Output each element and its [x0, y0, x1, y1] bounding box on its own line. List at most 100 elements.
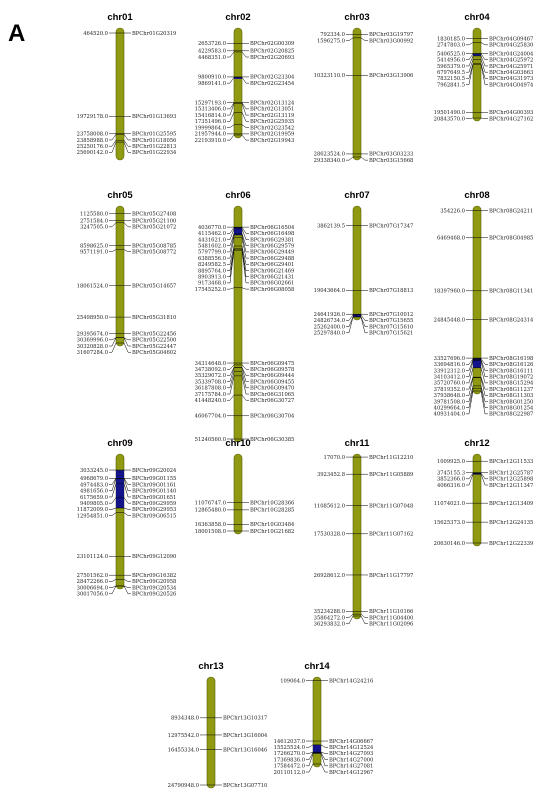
gene-marker: 4968679.0 BPChr09G01155 — [80, 476, 176, 482]
gene-marker: 35720760.0 BPChr08G15294 — [434, 367, 534, 387]
gene-position-label: 25262400.0 — [314, 324, 345, 330]
gene-id-label: BPChr12G25898 — [489, 477, 533, 483]
gene-position-label: 464520.0 — [83, 31, 108, 37]
gene-marker: 30006694.0 BPChr09G20534 — [77, 585, 177, 591]
gene-cluster — [234, 76, 242, 79]
gene-id-label: BPChr05G04602 — [132, 350, 176, 356]
chromosome-bar — [312, 676, 322, 768]
gene-marker: 30320828.0 BPChr05G22447 — [77, 337, 176, 350]
gene-marker: 25297840.0 BPChr07G15621 — [314, 316, 413, 337]
position-connector — [227, 124, 235, 128]
gene-position-label: 51240560.0 — [195, 437, 226, 443]
gene-position-label: 6175659.0 — [80, 495, 108, 501]
gene-marker: 36187808.0 BPChr06G09470 — [195, 371, 294, 392]
gene-position-label: 17070.0 — [324, 455, 345, 461]
gene-position-label: 3852366.0 — [437, 477, 465, 483]
gene-marker: 11074021.0 BPChr12G13409 — [434, 501, 534, 507]
gene-marker: 109064.0 BPChr14G24216 — [280, 678, 373, 684]
gene-position-label: 5406525.0 — [437, 51, 465, 57]
gene-position-label: 4229583.0 — [198, 49, 226, 55]
gene-cluster — [473, 358, 481, 368]
gene-id-label: BPChr06G21469 — [250, 268, 294, 274]
position-connector — [466, 367, 474, 384]
chromosome-chr10: chr10 11076747.0 BPChr10G28366 12865480.0 BP… — [195, 438, 295, 535]
gene-marker: 15297193.0 BPChr02G13124 — [195, 100, 295, 106]
gene-position-label: 19999864.0 — [195, 125, 226, 131]
position-connector — [109, 585, 117, 588]
position-connector — [109, 249, 117, 252]
chromosome-chr02: chr02 2653726.0 BPChr02G00309 4229583.0 BPCh… — [195, 12, 295, 144]
gene-position-label: 9869141.0 — [198, 81, 226, 87]
gene-position-label: 35864272.0 — [314, 615, 345, 621]
gene-position-label: 30320828.0 — [77, 344, 108, 350]
position-connector — [109, 134, 117, 141]
gene-id-label: BPChr02G20825 — [250, 49, 294, 55]
gene-marker: 11076747.0 BPChr10G28366 — [195, 500, 295, 506]
gene-id-label: BPChr03G13906 — [369, 73, 413, 79]
chromosome-name: chr09 — [107, 438, 132, 449]
gene-connector — [123, 142, 131, 153]
gene-id-label: BPChr14G06667 — [329, 739, 373, 745]
gene-position-label: 1830185.0 — [437, 36, 465, 42]
gene-marker: 1125580.0 BPChr05G27408 — [80, 212, 176, 218]
gene-connector — [480, 63, 488, 79]
gene-position-label: 15416814.0 — [195, 113, 226, 119]
gene-position-label: 11085612.0 — [314, 503, 345, 509]
position-connector — [466, 53, 474, 61]
gene-marker: 12865480.0 BPChr10G28285 — [195, 508, 295, 514]
gene-position-label: 2653726.0 — [198, 41, 226, 47]
chromosome-name: chr02 — [225, 12, 250, 23]
gene-id-label: BPChr05G22456 — [132, 331, 176, 337]
gene-position-label: 23758008.0 — [77, 132, 108, 138]
gene-position-label: 29338340.0 — [314, 158, 345, 164]
gene-id-label: BPChr05G08772 — [132, 249, 176, 255]
position-connector — [109, 342, 117, 353]
gene-marker: 15416814.0 BPChr02G13119 — [195, 102, 294, 119]
gene-position-label: 2747803.0 — [437, 43, 465, 49]
gene-marker: 30017056.0 BPChr09G20526 — [77, 585, 176, 598]
gene-connector — [123, 585, 131, 588]
gene-position-label: 34314648.0 — [195, 361, 226, 367]
gene-id-label: BPChr11G12210 — [369, 455, 413, 461]
gene-cluster — [234, 227, 242, 236]
panel-label: A — [8, 20, 26, 47]
position-connector — [227, 234, 235, 253]
gene-marker: 9173468.0 BPChr06G02661 — [198, 249, 294, 287]
gene-id-label: BPChr01G22813 — [132, 144, 176, 150]
gene-connector — [320, 763, 328, 773]
gene-marker: 28472266.0 BPChr09G20958 — [77, 579, 176, 585]
gene-position-label: 25250176.0 — [77, 144, 108, 150]
gene-id-label: BPChr04G25830 — [489, 43, 533, 49]
gene-id-label: BPChr04G00393 — [489, 110, 533, 116]
gene-position-label: 21957944.0 — [195, 132, 226, 138]
position-connector — [227, 287, 235, 290]
gene-id-label: BPChr09G16382 — [132, 573, 176, 579]
gene-marker: 40299664.0 BPChr08G01254 — [434, 387, 534, 411]
position-connector — [466, 64, 474, 85]
gene-id-label: BPChr08G22987 — [489, 412, 533, 418]
gene-position-label: 8249582.5 — [198, 262, 226, 268]
gene-marker: 3852366.0 BPChr12G25898 — [437, 472, 533, 483]
gene-marker: 33527696.0 BPChr08G16198 — [434, 356, 534, 362]
gene-id-label: BPChr12G11347 — [489, 483, 533, 489]
gene-id-label: BPChr01G25595 — [132, 132, 176, 138]
gene-id-label: BPChr08G04985 — [489, 236, 533, 242]
gene-position-label: 37175784.0 — [195, 392, 226, 398]
gene-id-label: BPChr06G29449 — [250, 250, 294, 256]
gene-marker: 21957944.0 BPChr02G19959 — [195, 132, 295, 138]
gene-position-label: 11076747.0 — [195, 500, 226, 506]
position-connector — [466, 63, 474, 79]
gene-position-label: 28472266.0 — [77, 579, 108, 585]
chromosome-chr12: chr12 1009925.0 BPChr12G11533 3745155.3 BPCh… — [434, 438, 534, 547]
gene-position-label: 5414956.0 — [437, 58, 465, 64]
position-connector — [109, 585, 117, 595]
gene-marker: 9800910.0 BPChr02G23304 — [198, 75, 295, 81]
chromosome-name: chr08 — [464, 190, 489, 201]
gene-marker: 4431621.0 BPChr06G29381 — [198, 228, 294, 243]
gene-position-label: 20843570.0 — [434, 116, 465, 122]
gene-position-label: 14612037.0 — [274, 739, 305, 745]
gene-connector — [123, 134, 131, 141]
gene-connector — [360, 316, 368, 327]
gene-position-label: 3247505.0 — [80, 225, 108, 231]
gene-id-label: BPChr07G15621 — [369, 331, 413, 337]
